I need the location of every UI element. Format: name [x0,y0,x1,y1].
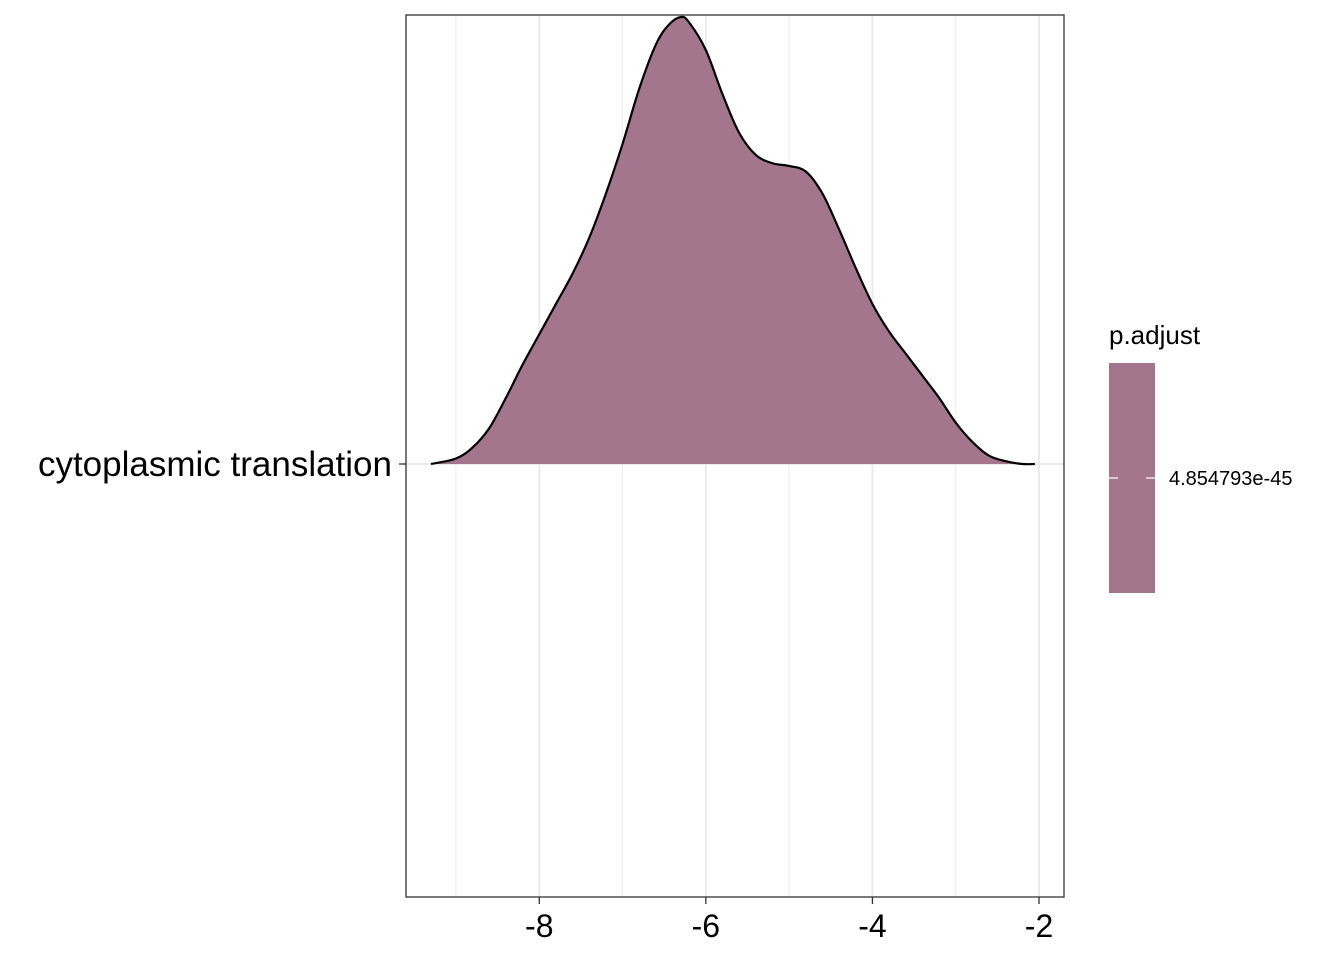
x-tick-label: -6 [692,908,720,944]
density-outline [430,15,1035,466]
x-axis: -8 -6 -4 -2 [525,897,1053,944]
legend-label: 4.854793e-45 [1169,468,1292,490]
legend: p.adjust 4.854793e-45 [1109,320,1292,593]
legend-title: p.adjust [1109,320,1201,350]
y-tick-label: cytoplasmic translation [38,445,392,484]
density-area [430,16,1035,465]
x-tick-label: -8 [525,908,553,944]
y-axis: cytoplasmic translation [38,445,406,484]
x-tick-label: -2 [1025,908,1053,944]
x-tick-label: -4 [858,908,886,944]
panel-border [405,14,1065,898]
density-ridges [430,15,1035,466]
